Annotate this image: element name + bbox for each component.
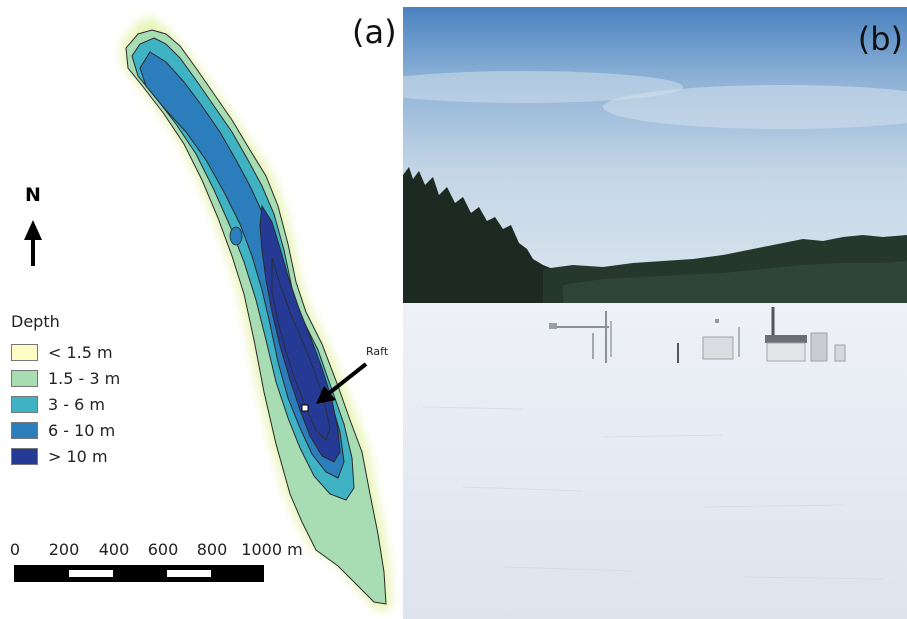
- north-label: N: [25, 184, 41, 206]
- measurement-station: [549, 307, 846, 363]
- scale-bar-ticks: 0 200 400 600 800 1000 m: [8, 540, 318, 560]
- scale-bar-segment: [167, 570, 211, 577]
- frozen-lake-photo: [403, 7, 907, 619]
- scale-tick-label: 200: [48, 540, 80, 559]
- scale-tick-label: 800: [196, 540, 228, 559]
- panel-a-label: (a): [352, 13, 397, 51]
- forest-distant-ridge: [563, 261, 907, 307]
- scale-tick-label: 600: [147, 540, 179, 559]
- legend-swatch: [11, 447, 38, 465]
- legend-label: < 1.5 m: [48, 342, 113, 362]
- legend-item: > 10 m: [11, 443, 120, 469]
- depth-zone-1.5-3m: [125, 29, 387, 605]
- legend-label: 6 - 10 m: [48, 420, 116, 440]
- snow-covered-ice: [403, 303, 907, 619]
- forest-left: [403, 167, 573, 307]
- scale-tick-label: 0: [9, 540, 21, 559]
- snow-texture: [422, 406, 884, 580]
- legend-item: 3 - 6 m: [11, 391, 120, 417]
- depth-legend: Depth < 1.5 m 1.5 - 3 m 3 - 6 m 6 - 10 m…: [11, 312, 120, 469]
- legend-label: 3 - 6 m: [48, 394, 105, 414]
- lake-photo-panel: (b): [403, 7, 907, 619]
- lake-depth-map: [24, 16, 392, 612]
- legend-swatch: [11, 395, 38, 413]
- legend-item: < 1.5 m: [11, 339, 120, 365]
- bathymetry-map-panel: (a) N Raft Depth < 1.5 m 1.5 - 3 m 3 - 6…: [0, 0, 400, 619]
- cloud: [403, 71, 683, 103]
- scale-bar: [14, 565, 264, 582]
- panel-b-label: (b): [857, 20, 903, 58]
- raft-label: Raft: [366, 345, 389, 358]
- depth-contour-inner: [271, 257, 331, 441]
- legend-item: 6 - 10 m: [11, 417, 120, 443]
- legend-swatch: [11, 343, 38, 361]
- legend-swatch: [11, 369, 38, 387]
- raft-marker: [301, 404, 309, 412]
- cloud: [603, 85, 907, 129]
- legend-item: 1.5 - 3 m: [11, 365, 120, 391]
- legend-title: Depth: [11, 312, 60, 331]
- north-arrow-icon: [24, 220, 42, 266]
- raft-arrow-icon: [316, 362, 368, 404]
- scale-tick-label: 400: [98, 540, 130, 559]
- legend-swatch: [11, 421, 38, 439]
- scale-tick-label: 1000 m: [241, 540, 303, 559]
- legend-label: 1.5 - 3 m: [48, 368, 121, 388]
- depth-pocket: [229, 226, 243, 246]
- scale-bar-segment: [69, 570, 113, 577]
- legend-label: > 10 m: [48, 446, 108, 466]
